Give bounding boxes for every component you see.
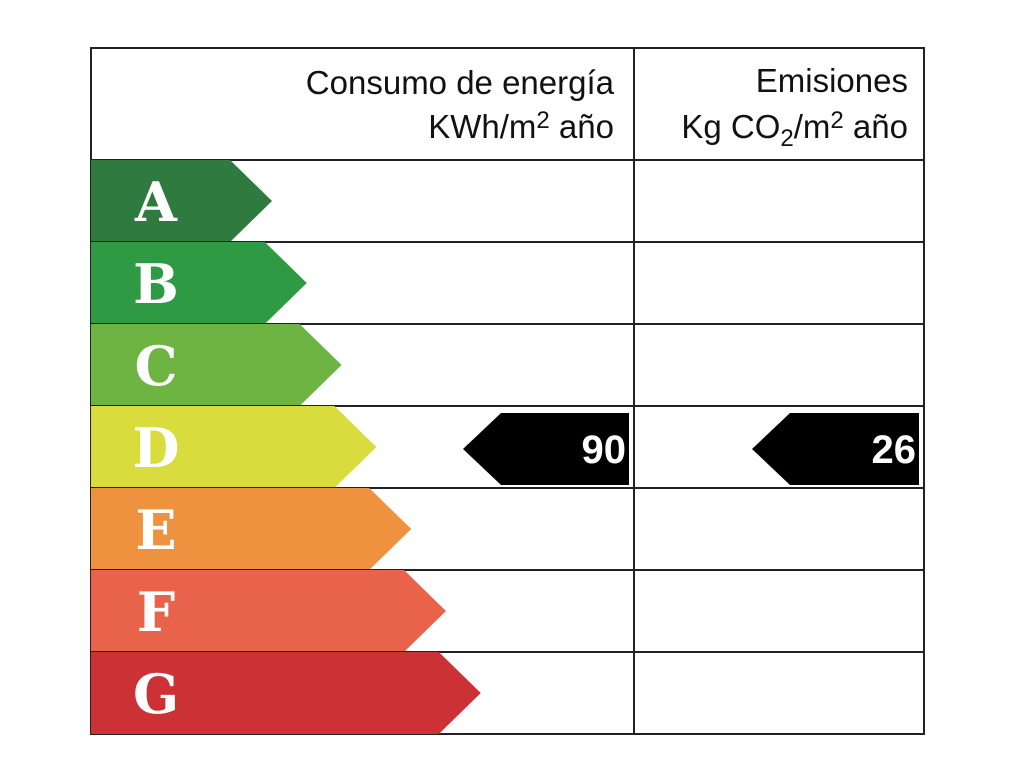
rating-arrow — [91, 406, 377, 488]
rating-letter: G — [133, 662, 179, 726]
rating-letter: F — [137, 580, 175, 644]
unit-part: año — [844, 108, 908, 145]
unit-part: KWh/m — [428, 108, 536, 145]
unit-part: año — [550, 108, 614, 145]
emissions-title: Emisiones — [756, 62, 908, 99]
rating-arrow — [91, 324, 342, 406]
rating-letter: B — [133, 252, 179, 316]
value-arrow — [463, 413, 629, 485]
value-arrow — [752, 413, 919, 485]
rating-letter: A — [134, 170, 178, 234]
rating-letter: C — [135, 334, 178, 398]
unit-subscript: 2 — [780, 125, 793, 152]
rating-arrow — [91, 488, 412, 570]
value-label: 26 — [872, 428, 917, 472]
energy-unit: KWh/m2 año — [428, 107, 614, 145]
unit-superscript: 2 — [830, 107, 843, 134]
rating-arrow — [91, 652, 481, 734]
unit-part: Kg CO — [681, 108, 780, 145]
value-label: 90 — [582, 428, 627, 472]
rating-arrow — [91, 570, 446, 652]
rating-arrow — [91, 160, 272, 242]
rating-arrow — [91, 242, 307, 324]
emissions-unit: Kg CO2/m2 año — [681, 107, 908, 152]
unit-part: /m — [794, 108, 831, 145]
energy-title: Consumo de energía — [306, 64, 615, 101]
rating-letter: E — [135, 498, 176, 562]
unit-superscript: 2 — [536, 107, 549, 134]
rating-letter: D — [133, 416, 180, 480]
